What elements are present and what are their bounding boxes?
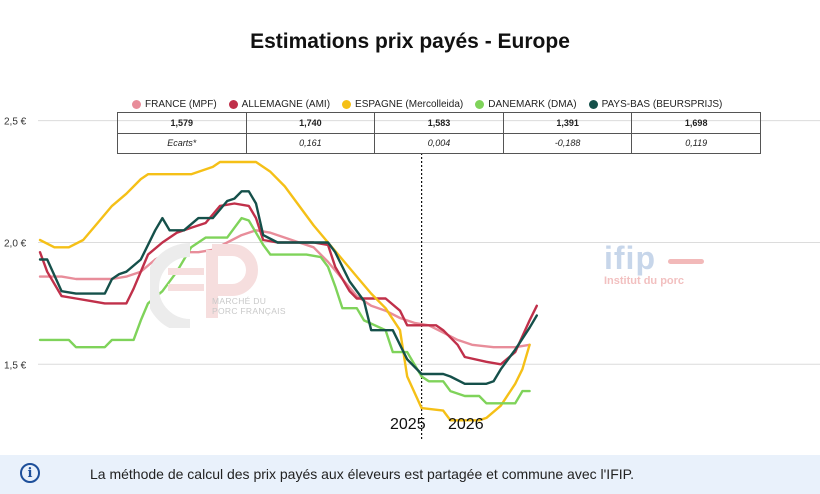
watermark-line-2: PORC FRANÇAIS [212, 306, 286, 316]
legend-label-espagne: ESPAGNE (Mercolleida) [355, 98, 464, 110]
value-danemark: 1,391 [502, 112, 633, 134]
value-france: 1,579 [117, 112, 247, 134]
watermark-ifip: ifip Institut du porc [604, 240, 724, 300]
ecart-allemagne: 0,161 [245, 132, 376, 154]
legend-item-allemagne: ALLEMAGNE (AMI) [228, 98, 331, 110]
legend-marker-espagne [342, 99, 352, 109]
ifip-logo-bar [668, 259, 704, 264]
value-espagne: 1,583 [374, 112, 504, 134]
legend-marker-france [132, 99, 141, 109]
info-footer: i La méthode de calcul des prix payés au… [0, 455, 820, 494]
legend-marker-danemark [475, 99, 485, 109]
values-row: 1,579 1,740 1,583 1,391 1,698 [117, 112, 761, 134]
year-label-2026: 2026 [448, 416, 484, 433]
legend-item-espagne: ESPAGNE (Mercolleida) [342, 99, 463, 110]
chart-legend: FRANCE (MPF) ALLEMAGNE (AMI) ESPAGNE (Merc… [132, 96, 772, 112]
watermark-line-1: MARCHÉ DU [212, 296, 267, 306]
legend-label-danemark: DANEMARK (DMA) [488, 98, 577, 110]
legend-label-paysbas: PAYS-BAS (BEURSPRIJS) [601, 98, 723, 110]
year-label-2025: 2025 [390, 416, 426, 433]
legend-item-paysbas: PAYS-BAS (BEURSPRIJS) [588, 98, 723, 110]
ecarts-label: Ecarts* [117, 132, 247, 154]
stats-table: 1,579 1,740 1,583 1,391 1,698 Ecarts* 0,… [117, 112, 761, 154]
value-allemagne: 1,740 [245, 112, 376, 134]
legend-marker-paysbas [588, 99, 598, 109]
series-line-france [38, 229, 531, 349]
ifip-logo-text: ifip [604, 240, 656, 276]
legend-item-france: FRANCE (MPF) [132, 99, 217, 110]
ecarts-row: Ecarts* 0,161 0,004 -0,188 0,119 [117, 132, 761, 154]
info-icon: i [20, 463, 40, 483]
watermark-marche-porc-logo [145, 243, 258, 333]
series-line-espagne [38, 160, 531, 422]
legend-marker-allemagne [228, 99, 238, 109]
footer-text: La méthode de calcul des prix payés aux … [90, 466, 635, 482]
legend-label-allemagne: ALLEMAGNE (AMI) [241, 98, 331, 110]
y-tick-label-0: 1,5 € [4, 360, 27, 371]
legend-label-france: FRANCE (MPF) [145, 98, 217, 110]
legend-item-danemark: DANEMARK (DMA) [475, 98, 577, 110]
chart-title: Estimations prix payés - Europe [250, 30, 570, 53]
y-tick-label-2: 2,5 € [4, 117, 27, 128]
value-paysbas: 1,698 [631, 112, 761, 134]
ecart-paysbas: 0,119 [631, 132, 761, 154]
ecart-espagne: 0,004 [374, 132, 504, 154]
series-line-paysbas [38, 190, 538, 385]
series-line-danemark [38, 216, 531, 405]
ifip-subtitle: Institut du porc [604, 275, 685, 287]
y-tick-label-1: 2,0 € [4, 238, 27, 249]
watermark-marche-porc: MARCHÉ DU PORC FRANÇAIS [145, 238, 320, 333]
series-line-allemagne [38, 202, 538, 366]
line-chart: 1,5 € 2,0 € 2,5 € [4, 117, 820, 440]
ecart-danemark: -0,188 [502, 132, 633, 154]
